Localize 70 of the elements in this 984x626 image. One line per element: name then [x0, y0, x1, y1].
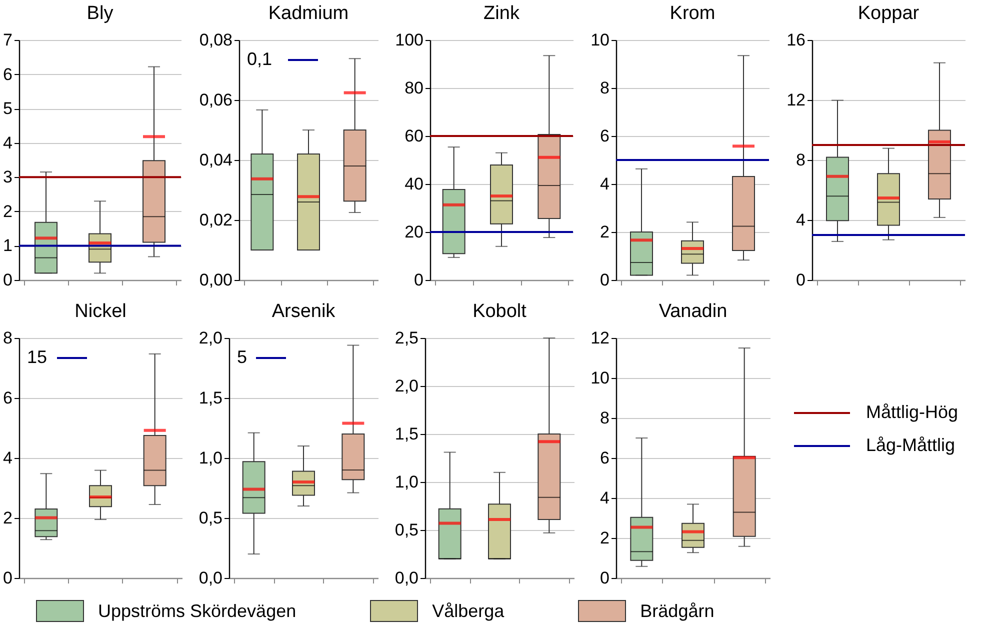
y-tick-label: 4	[600, 488, 610, 508]
y-tick-label: 0,08	[199, 30, 232, 50]
chart-title: Krom	[670, 3, 716, 24]
y-tick-label: 1,5	[198, 388, 222, 408]
y-tick-label: 7	[3, 30, 12, 50]
y-tick-label: 0,5	[394, 520, 418, 540]
y-tick-label: 8	[3, 328, 12, 348]
y-tick-label: 12	[590, 328, 610, 348]
legend-label: Uppströms Skördevägen	[98, 600, 296, 622]
annotation: 15	[27, 347, 48, 367]
y-tick-label: 1,0	[198, 448, 222, 468]
y-tick-label: 0	[600, 568, 610, 588]
y-tick-label: 6	[600, 448, 610, 468]
legend-label: Brädgårn	[640, 600, 714, 622]
y-tick-label: 8	[600, 408, 610, 428]
y-tick-label: 2	[600, 222, 610, 242]
y-tick-label: 4	[600, 174, 610, 194]
y-tick-label: 6	[3, 388, 12, 408]
y-tick-label: 3	[3, 168, 12, 187]
y-tick-label: 0	[796, 270, 806, 290]
y-tick-label: 0	[3, 568, 12, 588]
y-tick-label: 2,0	[394, 376, 418, 396]
y-tick-label: 0,5	[198, 508, 222, 528]
annotation: 5	[237, 347, 248, 367]
chart-title: Vanadin	[658, 301, 728, 322]
y-tick-label: 2,5	[394, 328, 418, 348]
y-tick-label: 5	[3, 99, 12, 118]
chart-title: Kobolt	[472, 301, 528, 322]
y-tick-label: 0	[414, 270, 424, 290]
y-tick-label: 80	[404, 78, 424, 98]
y-tick-label: 0	[600, 270, 610, 290]
legend-label: Låg-Måttlig	[866, 435, 956, 456]
y-tick-label: 6	[3, 64, 12, 84]
y-tick-label: 2,0	[198, 328, 222, 348]
chart-title: Kadmium	[268, 3, 349, 24]
annotation: 0,1	[247, 49, 272, 69]
y-tick-label: 16	[786, 30, 806, 50]
chart-title: Arsenik	[272, 301, 336, 322]
y-tick-label: 6	[600, 126, 610, 146]
y-tick-label: 8	[600, 78, 610, 98]
y-tick-label: 0,06	[199, 90, 232, 110]
y-tick-label: 0	[3, 270, 12, 290]
y-tick-label: 1	[3, 236, 12, 256]
y-tick-label: 2	[3, 508, 12, 528]
y-tick-label: 0,0	[198, 568, 222, 588]
y-tick-label: 0,02	[199, 210, 232, 230]
y-tick-label: 0,04	[199, 150, 232, 170]
y-tick-label: 8	[796, 150, 806, 170]
y-tick-label: 0,0	[394, 568, 418, 588]
legend-label: Vålberga	[432, 600, 504, 622]
chart-title: Koppar	[858, 3, 920, 24]
y-tick-label: 10	[590, 368, 610, 388]
y-tick-label: 1,5	[394, 424, 418, 444]
legend-label: Måttlig-Hög	[866, 402, 958, 423]
y-tick-label: 100	[395, 30, 424, 50]
y-tick-label: 10	[590, 30, 610, 50]
y-tick-label: 4	[3, 133, 12, 152]
y-tick-label: 1,0	[394, 472, 418, 492]
y-tick-label: 20	[404, 222, 424, 242]
y-tick-label: 12	[786, 90, 806, 110]
chart-title: Bly	[86, 3, 114, 24]
chart-title: Nickel	[74, 301, 126, 322]
y-tick-label: 4	[3, 448, 12, 468]
y-tick-label: 2	[600, 528, 610, 548]
chart-title: Zink	[484, 3, 520, 24]
y-tick-label: 0,00	[199, 270, 232, 290]
y-tick-label: 60	[404, 126, 424, 146]
y-tick-label: 2	[3, 202, 12, 221]
y-tick-label: 4	[796, 210, 806, 230]
y-tick-label: 40	[404, 174, 424, 194]
